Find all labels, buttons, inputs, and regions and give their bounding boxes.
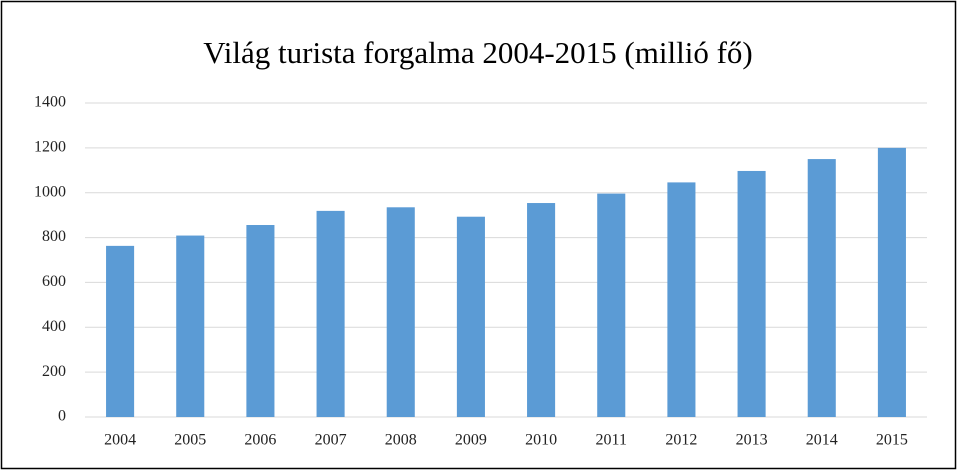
- bar: [176, 235, 205, 417]
- x-tick-label: 2005: [174, 432, 206, 449]
- x-tick-label: 2011: [596, 432, 627, 449]
- y-tick-label: 1000: [34, 183, 66, 200]
- x-tick-label: 2012: [665, 432, 697, 449]
- x-tick-label: 2006: [244, 432, 276, 449]
- bar: [456, 216, 485, 417]
- y-tick-label: 0: [58, 408, 66, 425]
- x-tick-label: 2004: [104, 432, 136, 449]
- bar: [316, 210, 345, 417]
- chart-title: Világ turista forgalma 2004-2015 (millió…: [203, 35, 752, 70]
- bar: [807, 159, 836, 418]
- x-tick-label: 2014: [806, 432, 838, 449]
- x-tick-label: 2013: [736, 432, 768, 449]
- y-tick-label: 200: [42, 363, 66, 380]
- y-tick-label: 400: [42, 318, 66, 335]
- x-tick-label: 2015: [876, 432, 908, 449]
- y-tick-label: 1200: [34, 139, 66, 156]
- x-tick-label: 2009: [455, 432, 487, 449]
- y-tick-label: 800: [42, 228, 66, 245]
- bar: [667, 182, 696, 417]
- bar: [597, 193, 626, 417]
- bar: [106, 245, 135, 417]
- x-tick-label: 2010: [525, 432, 557, 449]
- x-tick-label: 2007: [315, 432, 347, 449]
- y-tick-label: 1400: [34, 94, 66, 111]
- x-tick-label: 2008: [385, 432, 417, 449]
- bar: [246, 225, 275, 417]
- bar: [527, 203, 556, 417]
- bar: [737, 170, 766, 417]
- bar: [877, 147, 906, 417]
- bar: [386, 207, 415, 417]
- y-tick-label: 600: [42, 273, 66, 290]
